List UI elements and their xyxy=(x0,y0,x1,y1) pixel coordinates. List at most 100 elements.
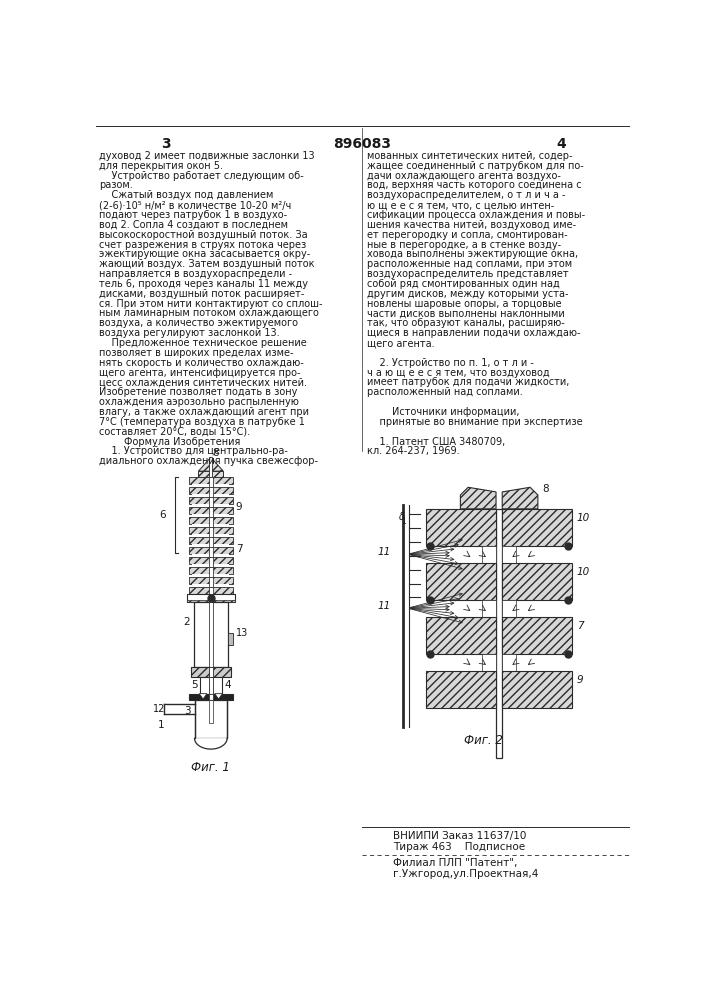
Polygon shape xyxy=(215,694,223,699)
Polygon shape xyxy=(199,457,223,471)
Text: 7: 7 xyxy=(577,621,583,631)
Text: Фиг. 1: Фиг. 1 xyxy=(192,761,230,774)
Bar xyxy=(189,577,233,584)
Text: 12: 12 xyxy=(153,704,165,714)
Text: Фиг. 2: Фиг. 2 xyxy=(464,734,503,747)
Text: нять скорость и количество охлаждаю-: нять скорость и количество охлаждаю- xyxy=(99,358,304,368)
Text: 2. Устройство по п. 1, о т л и -: 2. Устройство по п. 1, о т л и - xyxy=(368,358,534,368)
Bar xyxy=(189,557,233,564)
Bar xyxy=(192,534,230,537)
Bar xyxy=(209,507,213,517)
Text: мованных синтетических нитей, содер-: мованных синтетических нитей, содер- xyxy=(368,151,573,161)
Text: 1. Патент США 3480709,: 1. Патент США 3480709, xyxy=(368,437,506,447)
Text: принятые во внимание при экспертизе: принятые во внимание при экспертизе xyxy=(368,417,583,427)
Text: охлаждения аэрозольно распыленную: охлаждения аэрозольно распыленную xyxy=(99,397,299,407)
Text: Устройство работает следующим об-: Устройство работает следующим об- xyxy=(99,171,304,181)
Text: кл. 264-237, 1969.: кл. 264-237, 1969. xyxy=(368,446,460,456)
Text: воздухораспределителем, о т л и ч а -: воздухораспределителем, о т л и ч а - xyxy=(368,190,566,200)
Bar xyxy=(209,487,213,497)
Text: собой ряд смонтированных один над: собой ряд смонтированных один над xyxy=(368,279,560,289)
Bar xyxy=(209,602,213,667)
Polygon shape xyxy=(502,654,516,671)
Bar xyxy=(192,584,230,587)
Bar xyxy=(502,671,572,708)
Bar xyxy=(189,487,233,494)
Text: составляет 20°С, воды 15°С).: составляет 20°С, воды 15°С). xyxy=(99,427,250,437)
Bar xyxy=(191,667,231,677)
Bar xyxy=(209,700,213,723)
Bar xyxy=(209,594,213,602)
Text: щего агента.: щего агента. xyxy=(368,338,435,348)
Text: другим дисков, между которыми уста-: другим дисков, между которыми уста- xyxy=(368,289,569,299)
Text: для перекрытия окон 5.: для перекрытия окон 5. xyxy=(99,161,223,171)
Text: воздуха регулируют заслонкой 13.: воздуха регулируют заслонкой 13. xyxy=(99,328,280,338)
Bar xyxy=(502,563,572,600)
Text: ным ламинарным потоком охлаждающего: ным ламинарным потоком охлаждающего xyxy=(99,308,319,318)
Polygon shape xyxy=(502,546,516,563)
Bar xyxy=(192,524,230,527)
Bar xyxy=(426,563,496,600)
Bar xyxy=(209,517,213,527)
Text: 11: 11 xyxy=(378,547,391,557)
Bar xyxy=(189,517,233,524)
Text: 11: 11 xyxy=(378,601,391,611)
Text: разом.: разом. xyxy=(99,180,133,190)
Text: новлены шаровые опоры, а торцовые: новлены шаровые опоры, а торцовые xyxy=(368,299,562,309)
Text: эжектирующие окна засасывается окру-: эжектирующие окна засасывается окру- xyxy=(99,249,310,259)
Bar xyxy=(209,477,213,487)
Text: диального охлаждения пучка свежесфор-: диального охлаждения пучка свежесфор- xyxy=(99,456,318,466)
Text: 5: 5 xyxy=(191,680,198,690)
Bar xyxy=(209,694,213,700)
Text: 7°С (температура воздуха в патрубке 1: 7°С (температура воздуха в патрубке 1 xyxy=(99,417,305,427)
Text: 3: 3 xyxy=(184,706,190,716)
Text: ет перегородку и сопла, смонтирован-: ет перегородку и сопла, смонтирован- xyxy=(368,230,568,240)
Text: 4: 4 xyxy=(556,137,566,151)
Text: жащее соединенный с патрубком для по-: жащее соединенный с патрубком для по- xyxy=(368,161,584,171)
Polygon shape xyxy=(502,600,516,617)
Text: 1: 1 xyxy=(158,720,164,730)
Text: 8: 8 xyxy=(542,484,549,494)
Text: 7: 7 xyxy=(235,544,243,554)
Polygon shape xyxy=(482,600,496,617)
Text: влагу, а также охлаждающий агент при: влагу, а также охлаждающий агент при xyxy=(99,407,309,417)
Text: щиеся в направлении подачи охлаждаю-: щиеся в направлении подачи охлаждаю- xyxy=(368,328,581,338)
Text: воздуха, а количество эжектируемого: воздуха, а количество эжектируемого xyxy=(99,318,298,328)
Text: жающий воздух. Затем воздушный поток: жающий воздух. Затем воздушный поток xyxy=(99,259,315,269)
Text: δ: δ xyxy=(399,512,405,522)
Text: духовод 2 имеет подвижные заслонки 13: духовод 2 имеет подвижные заслонки 13 xyxy=(99,151,315,161)
Bar xyxy=(189,567,233,574)
Text: Изобретение позволяет подать в зону: Изобретение позволяет подать в зону xyxy=(99,387,298,397)
Bar xyxy=(209,497,213,507)
Text: счет разрежения в струях потока через: счет разрежения в струях потока через xyxy=(99,240,306,250)
Bar xyxy=(228,633,233,645)
Bar xyxy=(192,574,230,577)
Text: ся. При этом нити контактируют со сплош-: ся. При этом нити контактируют со сплош- xyxy=(99,299,322,309)
Bar xyxy=(209,457,212,477)
Bar xyxy=(192,514,230,517)
Text: 2: 2 xyxy=(183,617,189,627)
Text: Тираж 463    Подписное: Тираж 463 Подписное xyxy=(393,842,525,852)
Bar xyxy=(209,557,213,567)
Text: 4: 4 xyxy=(224,680,230,690)
Bar xyxy=(199,471,223,477)
Bar xyxy=(209,567,213,577)
Bar xyxy=(426,671,496,708)
Text: щего агента, интенсифицируется про-: щего агента, интенсифицируется про- xyxy=(99,368,300,378)
Text: имеет патрубок для подачи жидкости,: имеет патрубок для подачи жидкости, xyxy=(368,377,570,387)
Polygon shape xyxy=(482,546,496,563)
Text: позволяет в широких пределах изме-: позволяет в широких пределах изме- xyxy=(99,348,293,358)
Text: (2-6)·10⁵ н/м² в количестве 10-20 м²/ч: (2-6)·10⁵ н/м² в количестве 10-20 м²/ч xyxy=(99,200,291,210)
Text: дисками, воздушный поток расширяет-: дисками, воздушный поток расширяет- xyxy=(99,289,305,299)
Bar xyxy=(189,694,233,700)
Polygon shape xyxy=(482,654,496,671)
Text: Предложенное техническое решение: Предложенное техническое решение xyxy=(99,338,307,348)
Bar xyxy=(189,547,233,554)
Text: ховода выполнены эжектирующие окна,: ховода выполнены эжектирующие окна, xyxy=(368,249,578,259)
Text: 13: 13 xyxy=(235,628,248,638)
Text: шения качества нитей, воздуховод име-: шения качества нитей, воздуховод име- xyxy=(368,220,576,230)
Bar xyxy=(209,547,213,557)
Text: части дисков выполнены наклонными: части дисков выполнены наклонными xyxy=(368,308,565,318)
Bar xyxy=(189,507,233,514)
Polygon shape xyxy=(199,694,207,699)
Bar xyxy=(189,477,233,484)
